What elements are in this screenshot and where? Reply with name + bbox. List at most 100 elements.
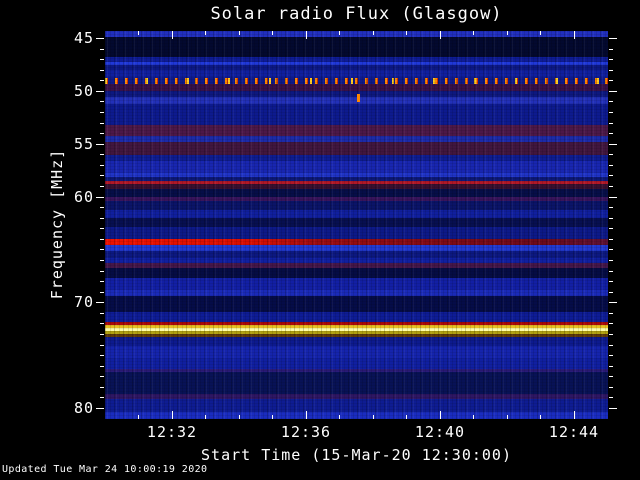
y-minor-tick <box>609 186 613 187</box>
y-major-tick <box>609 38 617 39</box>
spectral-band <box>105 268 608 278</box>
spectral-band <box>105 84 608 91</box>
spectral-band <box>105 177 608 181</box>
y-minor-tick <box>100 292 104 293</box>
y-major-tick <box>609 144 617 145</box>
y-minor-tick <box>609 249 613 250</box>
spectral-band <box>105 91 608 97</box>
spectral-band <box>105 201 608 210</box>
spectral-band <box>105 161 608 173</box>
y-minor-tick <box>609 281 613 282</box>
spectral-band <box>105 70 608 77</box>
spectral-band <box>105 245 608 251</box>
y-minor-tick <box>100 59 104 60</box>
y-minor-tick <box>609 70 613 71</box>
spectral-band <box>105 239 608 245</box>
y-minor-tick <box>100 387 104 388</box>
y-major-tick <box>609 91 617 92</box>
y-minor-tick <box>100 165 104 166</box>
y-minor-tick <box>100 70 104 71</box>
spectral-band <box>105 125 608 136</box>
y-minor-tick <box>609 175 613 176</box>
spectral-band <box>105 197 608 201</box>
x-minor-tick <box>507 415 508 419</box>
y-major-tick <box>609 302 617 303</box>
x-minor-tick <box>272 415 273 419</box>
spectral-band <box>105 104 608 125</box>
spectral-band <box>105 173 608 177</box>
x-minor-tick <box>205 31 206 35</box>
y-minor-tick <box>100 123 104 124</box>
spectral-band <box>105 346 608 358</box>
y-minor-tick <box>100 228 104 229</box>
x-major-tick <box>574 411 575 419</box>
spectral-band <box>105 322 608 325</box>
x-major-tick <box>172 31 173 39</box>
y-minor-tick <box>100 249 104 250</box>
spectral-band <box>105 258 608 263</box>
x-major-tick <box>574 31 575 39</box>
spectrogram-plot-area <box>105 31 608 419</box>
y-minor-tick <box>100 323 104 324</box>
spectral-band <box>105 218 608 227</box>
y-minor-tick <box>100 281 104 282</box>
y-minor-tick <box>609 207 613 208</box>
y-minor-tick <box>609 376 613 377</box>
spectral-band <box>105 372 608 394</box>
y-minor-tick <box>100 49 104 50</box>
y-minor-tick <box>609 260 613 261</box>
x-major-tick <box>440 411 441 419</box>
spectral-band <box>105 57 608 62</box>
y-minor-tick <box>609 355 613 356</box>
y-minor-tick <box>609 59 613 60</box>
x-minor-tick <box>373 415 374 419</box>
y-minor-tick <box>609 313 613 314</box>
y-major-tick <box>609 408 617 409</box>
y-minor-tick <box>609 292 613 293</box>
spectral-band <box>105 263 608 268</box>
y-major-tick <box>96 144 104 145</box>
spectral-band <box>105 358 608 369</box>
y-minor-tick <box>100 313 104 314</box>
x-minor-tick <box>239 31 240 35</box>
spectral-band <box>105 136 608 142</box>
x-major-tick <box>172 411 173 419</box>
x-minor-tick <box>138 31 139 35</box>
y-minor-tick <box>609 228 613 229</box>
spectral-band <box>105 97 608 104</box>
x-minor-tick <box>339 31 340 35</box>
y-minor-tick <box>609 154 613 155</box>
y-minor-tick <box>609 345 613 346</box>
x-tick-label: 12:40 <box>414 423 466 441</box>
y-major-tick <box>96 197 104 198</box>
x-minor-tick <box>473 415 474 419</box>
spectral-band <box>105 337 608 346</box>
spectral-band <box>105 189 608 197</box>
x-major-tick <box>440 31 441 39</box>
y-minor-tick <box>609 397 613 398</box>
x-minor-tick <box>507 31 508 35</box>
x-minor-tick <box>339 415 340 419</box>
spectral-band <box>105 328 608 331</box>
y-major-tick <box>96 408 104 409</box>
spectral-band <box>105 334 608 337</box>
spectral-band <box>105 31 608 37</box>
spectral-band <box>105 369 608 372</box>
y-minor-tick <box>609 165 613 166</box>
y-minor-tick <box>609 271 613 272</box>
y-tick-label: 45 <box>73 29 94 47</box>
y-minor-tick <box>100 260 104 261</box>
y-minor-tick <box>100 397 104 398</box>
x-tick-label: 12:36 <box>280 423 332 441</box>
spectral-band <box>105 184 608 189</box>
y-minor-tick <box>100 366 104 367</box>
spectral-band <box>105 394 608 399</box>
y-minor-tick <box>100 218 104 219</box>
x-tick-label: 12:32 <box>146 423 198 441</box>
spectral-band <box>105 399 608 412</box>
x-minor-tick <box>239 415 240 419</box>
y-minor-tick <box>609 133 613 134</box>
x-major-tick <box>306 411 307 419</box>
x-major-tick <box>306 31 307 39</box>
